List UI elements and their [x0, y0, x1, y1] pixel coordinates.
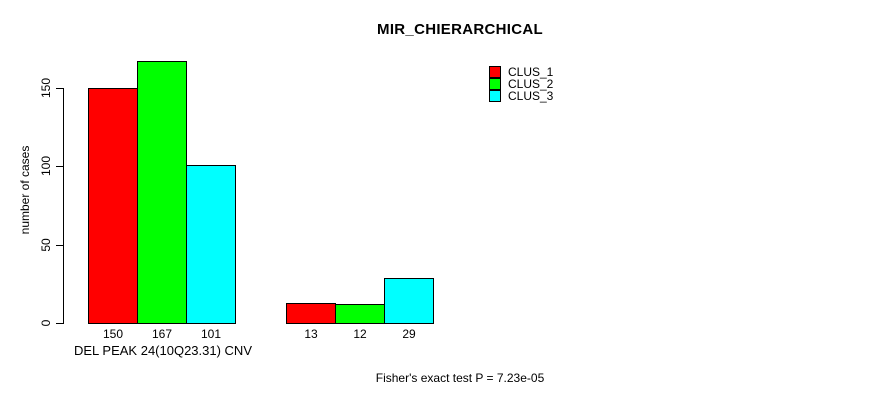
- x-axis-label: DEL PEAK 24(10Q23.31) CNV: [74, 343, 252, 358]
- y-axis-line: [63, 88, 64, 324]
- annotation-text: Fisher's exact test P = 7.23e-05: [375, 371, 545, 385]
- bar-value-label: 29: [402, 327, 416, 341]
- bar-clus_3-group2: [384, 278, 434, 324]
- bar-value-label: 101: [200, 327, 222, 341]
- bar-clus_2-group2: [335, 304, 385, 324]
- y-tick: [56, 88, 64, 89]
- bar-value-label: 167: [151, 327, 173, 341]
- bar-value-label: 12: [353, 327, 367, 341]
- legend-label: CLUS_1: [508, 65, 554, 79]
- legend-label: CLUS_2: [508, 77, 554, 91]
- legend-label: CLUS_3: [508, 89, 554, 103]
- legend-item: CLUS_2: [489, 78, 553, 90]
- legend-item: CLUS_1: [489, 66, 553, 78]
- legend: CLUS_1 CLUS_2 CLUS_3: [489, 66, 553, 102]
- y-tick: [56, 245, 64, 246]
- y-tick: [56, 166, 64, 167]
- chart-title: MIR_CHIERARCHICAL: [377, 21, 543, 38]
- y-tick: [56, 323, 64, 324]
- bar-clus_3-group1: [186, 165, 236, 324]
- legend-swatch-clus_3: [489, 90, 501, 102]
- legend-swatch-clus_2: [489, 78, 501, 90]
- bar-clus_1-group1: [88, 88, 138, 324]
- bar-clus_1-group2: [286, 303, 336, 324]
- legend-item: CLUS_3: [489, 90, 553, 102]
- legend-swatch-clus_1: [489, 66, 501, 78]
- bar-value-label: 150: [102, 327, 124, 341]
- bar-clus_2-group1: [137, 61, 187, 324]
- bar-value-label: 13: [304, 327, 318, 341]
